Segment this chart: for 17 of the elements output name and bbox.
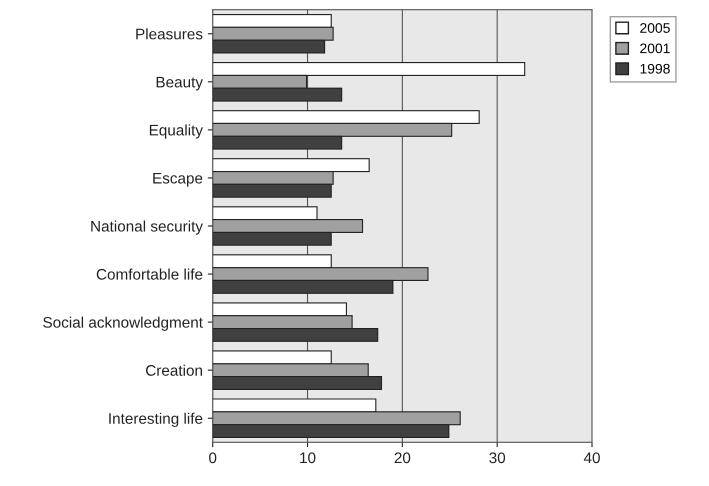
x-tick-label: 40 [584, 452, 600, 464]
y-tick-label: Escape [153, 172, 202, 187]
legend-label: 2005 [640, 23, 670, 33]
legend-label: 1998 [640, 64, 670, 74]
y-tick-label: Social acknowledgment [43, 316, 203, 331]
y-tick-label: Pleasures [136, 28, 202, 40]
x-tick-label: 20 [394, 452, 410, 464]
x-tick-label: 10 [300, 452, 316, 464]
x-tick-label: 0 [209, 452, 216, 464]
y-tick-label: Comfortable life [96, 268, 202, 280]
y-tick-label: Creation [146, 364, 202, 376]
y-tick-label: Equality [150, 124, 203, 139]
x-tick-label: 30 [489, 452, 506, 464]
y-tick-label: National security [91, 220, 203, 235]
legend-label: 2001 [640, 43, 670, 54]
y-tick-label: Beauty [156, 76, 203, 91]
y-tick-label: Interesting life [109, 412, 202, 427]
